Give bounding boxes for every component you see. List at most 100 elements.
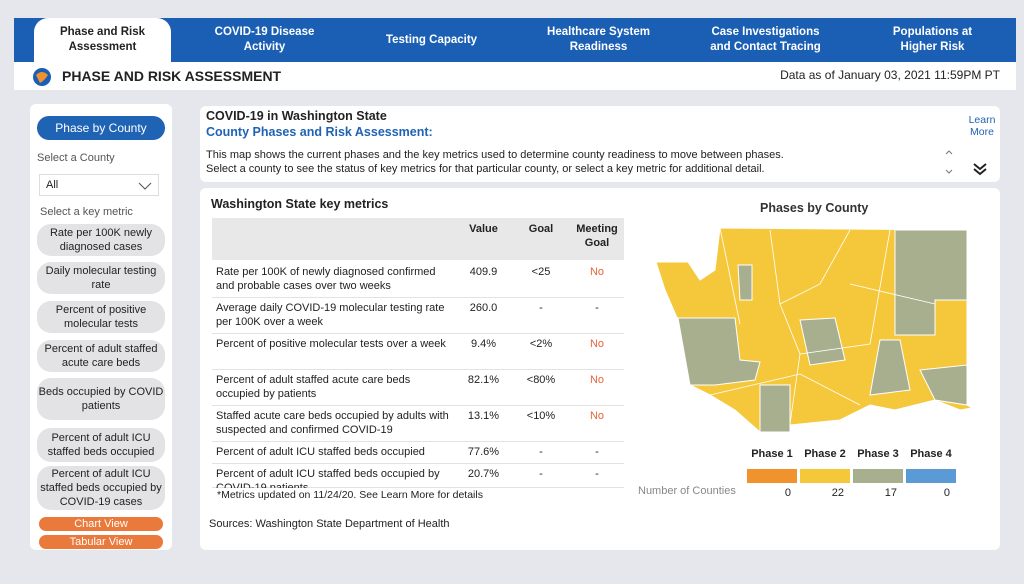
county-count: 0 xyxy=(784,487,791,499)
metric-label: Select a key metric xyxy=(40,206,133,218)
county-label: Select a County xyxy=(37,152,115,164)
metric-cell: 9.4% xyxy=(470,338,497,350)
intro-text: This map shows the current phases and th… xyxy=(206,149,784,161)
metric-button[interactable]: Percent of adult staffed acute care beds xyxy=(37,340,165,372)
chart-view-button[interactable]: Chart View xyxy=(39,517,163,531)
metric-cell: 82.1% xyxy=(467,374,500,386)
page-title: PHASE AND RISK ASSESSMENT xyxy=(62,68,282,84)
table-note: *Metrics updated on 11/24/20. See Learn … xyxy=(217,489,483,501)
metric-cell: <10% xyxy=(526,410,556,422)
row-divider xyxy=(212,441,624,442)
metric-cell: - xyxy=(595,446,599,458)
column-header: Meeting Goal xyxy=(576,223,618,249)
intro-title: COVID-19 in Washington State xyxy=(206,109,387,123)
metric-name: Average daily COVID-19 molecular testing… xyxy=(216,302,445,328)
row-divider xyxy=(212,297,624,298)
county[interactable] xyxy=(919,364,968,406)
metric-name: Percent of adult ICU staffed beds occupi… xyxy=(216,468,440,488)
dropdown-arrow xyxy=(138,182,152,190)
metric-name: Rate per 100K of newly diagnosed confirm… xyxy=(216,266,436,292)
sources: Sources: Washington State Department of … xyxy=(209,518,450,530)
county[interactable] xyxy=(894,229,968,336)
legend-label: Phase 2 xyxy=(804,448,846,460)
header: PHASE AND RISK ASSESSMENT Data as of Jan… xyxy=(14,62,1016,90)
metric-button[interactable]: Daily molecular testing rate xyxy=(37,262,165,294)
phase-by-county-button[interactable]: Phase by County xyxy=(37,116,165,140)
intro-text: Select a county to see the status of key… xyxy=(206,163,765,175)
metric-cell: No xyxy=(589,374,605,386)
county-count: 22 xyxy=(831,487,844,499)
data-date: Data as of January 03, 2021 11:59PM PT xyxy=(780,68,1000,82)
metric-button[interactable]: Percent of adult ICU staffed beds occupi… xyxy=(37,466,165,510)
metric-cell: No xyxy=(589,338,605,350)
metric-cell: No xyxy=(589,266,605,278)
intro-subtitle: County Phases and Risk Assessment: xyxy=(206,125,433,139)
metric-cell: 20.7% xyxy=(467,468,500,480)
nav-tab[interactable]: Phase and Risk Assessment xyxy=(34,18,171,62)
learn-more-link[interactable]: Learn More xyxy=(968,114,996,138)
metric-button[interactable]: Percent of adult ICU staffed beds occupi… xyxy=(37,428,165,462)
metric-cell: - xyxy=(539,446,543,458)
column-header: Goal xyxy=(528,223,554,235)
table-header xyxy=(212,218,624,260)
nav-tab[interactable]: COVID-19 Disease Activity xyxy=(214,26,315,53)
legend-label: Phase 3 xyxy=(857,448,899,460)
county[interactable] xyxy=(759,384,791,433)
metric-cell: 77.6% xyxy=(467,446,500,458)
nav-tab[interactable]: Testing Capacity xyxy=(385,33,478,46)
metric-cell: 13.1% xyxy=(467,410,500,422)
legend-swatch xyxy=(800,469,850,483)
county[interactable] xyxy=(869,339,911,396)
metric-cell: - xyxy=(539,468,543,480)
nav-tab[interactable]: Case Investigations and Contact Tracing xyxy=(710,26,821,53)
legend-swatch xyxy=(747,469,797,483)
metric-name: Percent of adult staffed acute care beds… xyxy=(216,374,411,400)
row-divider xyxy=(212,405,624,406)
legend-swatch xyxy=(853,469,903,483)
nav-tab[interactable]: Healthcare System Readiness xyxy=(547,26,650,53)
county-select[interactable]: All xyxy=(39,174,159,196)
metric-cell: No xyxy=(589,410,605,422)
metric-cell: <2% xyxy=(529,338,553,350)
metric-cell: - xyxy=(539,302,543,314)
metric-cell: - xyxy=(595,302,599,314)
county-count: 0 xyxy=(943,487,950,499)
metric-button[interactable]: Beds occupied by COVID patients xyxy=(37,378,165,420)
metric-name: Staffed acute care beds occupied by adul… xyxy=(216,410,449,436)
legend-swatch xyxy=(906,469,956,483)
metric-cell: 260.0 xyxy=(469,302,498,314)
map-title: Phases by County xyxy=(760,201,869,215)
logo xyxy=(33,68,51,86)
metric-button[interactable]: Rate per 100K newly diagnosed cases xyxy=(37,224,165,256)
metric-cell: 409.9 xyxy=(469,266,498,278)
column-header: Value xyxy=(469,223,498,235)
metric-cell: - xyxy=(595,468,599,480)
row-divider xyxy=(212,463,624,464)
metric-button[interactable]: Percent of positive molecular tests xyxy=(37,301,165,333)
count-label: Number of Counties xyxy=(638,485,736,497)
row-divider xyxy=(212,333,624,334)
county-borders xyxy=(709,227,936,425)
legend-label: Phase 1 xyxy=(751,448,793,460)
legend-label: Phase 4 xyxy=(910,448,952,460)
metric-name: Percent of adult ICU staffed beds occupi… xyxy=(216,446,425,458)
county[interactable] xyxy=(677,317,761,386)
county-count: 17 xyxy=(884,487,897,499)
row-divider xyxy=(212,487,624,488)
metric-name: Percent of positive molecular tests over… xyxy=(216,338,446,350)
metric-cell: <25 xyxy=(531,266,551,278)
county[interactable] xyxy=(799,317,846,366)
sidebar: Phase by County Select a County All Sele… xyxy=(30,104,172,550)
county-map xyxy=(655,227,974,433)
intro-panel: COVID-19 in Washington State County Phas… xyxy=(200,106,1000,182)
nav-bar: Phase and Risk Assessment COVID-19 Diseas… xyxy=(14,18,1016,62)
county-value: All xyxy=(46,179,59,191)
scroll-icons xyxy=(945,150,987,176)
county[interactable] xyxy=(737,264,753,301)
tabular-view-button[interactable]: Tabular View xyxy=(39,535,163,549)
row-divider xyxy=(212,369,624,370)
nav-tab[interactable]: Populations at Higher Risk xyxy=(892,26,973,53)
metric-cell: <80% xyxy=(526,374,556,386)
main-panel: Washington State key metrics *Metrics up… xyxy=(200,188,1000,550)
